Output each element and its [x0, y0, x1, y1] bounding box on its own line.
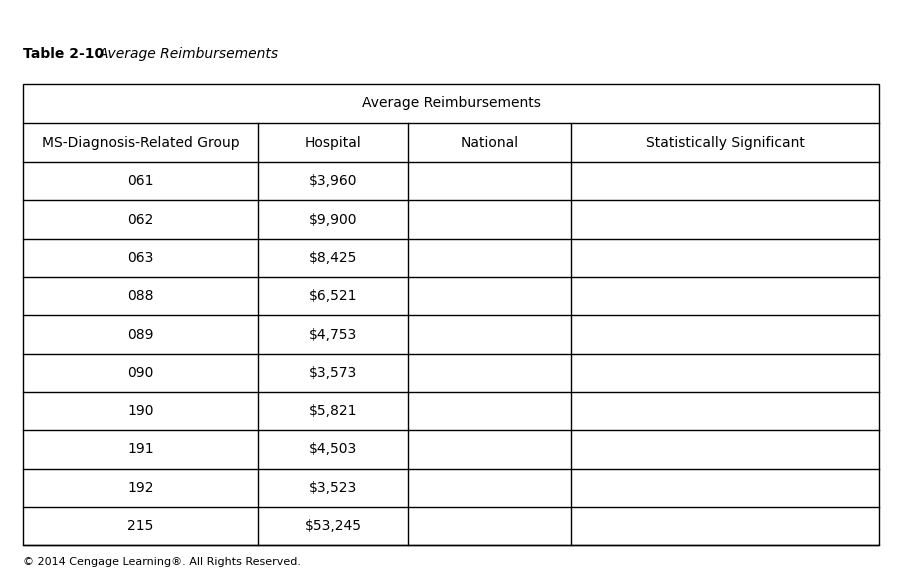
- Bar: [23, 84, 879, 545]
- Text: $6,521: $6,521: [308, 289, 357, 304]
- Text: 063: 063: [127, 251, 153, 265]
- Text: 191: 191: [127, 443, 153, 456]
- Text: $3,960: $3,960: [308, 174, 357, 188]
- Text: 192: 192: [127, 481, 153, 495]
- Text: Statistically Significant: Statistically Significant: [646, 136, 805, 149]
- Text: 090: 090: [127, 366, 153, 380]
- Text: MS-Diagnosis-Related Group: MS-Diagnosis-Related Group: [41, 136, 239, 149]
- Text: $53,245: $53,245: [305, 519, 362, 533]
- Text: Table 2-10: Table 2-10: [23, 47, 104, 61]
- Text: 190: 190: [127, 404, 153, 418]
- Text: 062: 062: [127, 212, 153, 227]
- Text: $8,425: $8,425: [309, 251, 357, 265]
- Text: Average Reimbursements: Average Reimbursements: [99, 47, 280, 61]
- Text: National: National: [461, 136, 519, 149]
- Text: 089: 089: [127, 328, 153, 342]
- Text: Hospital: Hospital: [305, 136, 362, 149]
- Text: 061: 061: [127, 174, 153, 188]
- Text: 215: 215: [127, 519, 153, 533]
- Text: $5,821: $5,821: [308, 404, 357, 418]
- Text: Average Reimbursements: Average Reimbursements: [362, 96, 540, 110]
- Text: $4,753: $4,753: [309, 328, 357, 342]
- Text: $9,900: $9,900: [308, 212, 357, 227]
- Text: $4,503: $4,503: [309, 443, 357, 456]
- Text: $3,523: $3,523: [309, 481, 357, 495]
- Text: $3,573: $3,573: [309, 366, 357, 380]
- Text: © 2014 Cengage Learning®. All Rights Reserved.: © 2014 Cengage Learning®. All Rights Res…: [23, 557, 300, 567]
- Text: 088: 088: [127, 289, 153, 304]
